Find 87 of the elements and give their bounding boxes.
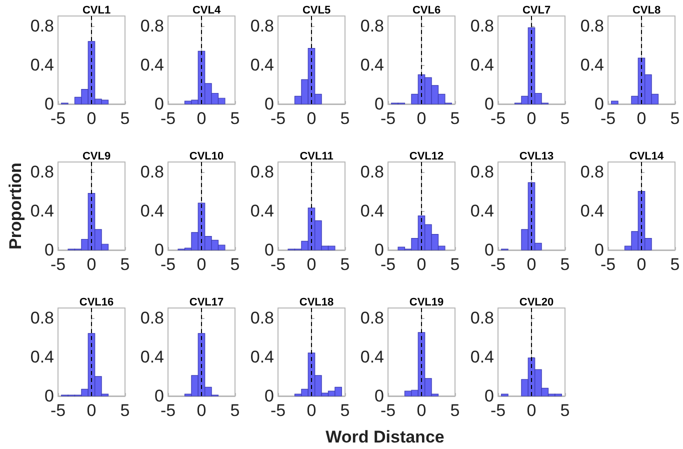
x-tick-label: 5 [340,401,350,420]
y-tick-label: 0.4 [470,201,494,220]
chart-title: CVL7 [522,4,551,16]
x-tick-label: 5 [670,109,680,128]
x-tick-label: 0 [526,401,536,420]
x-tick-label: 5 [450,255,460,274]
x-axis-title: Word Distance [326,428,444,446]
x-tick-label: 5 [120,109,130,128]
y-tick-label: 0.8 [470,308,494,328]
chart-title: CVL19 [409,296,444,308]
y-tick-label: 0.8 [250,162,274,182]
chart-title: CVL1 [82,4,111,16]
y-tick-label: 0.8 [580,162,604,182]
y-tick-label: 0.4 [360,55,384,74]
y-tick-label: 0.4 [140,201,164,220]
x-tick-label: 0 [306,255,316,274]
x-tick-label: 0 [306,401,316,420]
x-tick-label: 5 [450,109,460,128]
y-tick-label: 0.8 [140,308,164,328]
x-tick-label: 5 [560,401,570,420]
chart-title: CVL5 [302,4,331,16]
chart-title: CVL10 [189,150,224,162]
y-tick-label: 0.8 [30,308,54,328]
x-tick-label: 0 [306,109,316,128]
x-tick-label: 5 [120,255,130,274]
y-tick-label: 0.8 [360,308,384,328]
y-tick-label: 0.8 [30,162,54,182]
y-tick-label: 0.4 [30,55,54,74]
x-tick-label: 5 [670,255,680,274]
y-tick-label: 0.4 [470,347,494,366]
y-tick-label: 0.8 [580,16,604,36]
y-tick-label: 0.4 [140,347,164,366]
y-tick-label: 0.4 [30,347,54,366]
y-tick-label: 0.4 [360,201,384,220]
y-tick-label: 0.4 [580,55,604,74]
chart-title: CVL13 [519,150,554,162]
x-tick-label: 0 [416,401,426,420]
x-tick-label: 0 [636,109,646,128]
y-tick-label: 0.4 [140,55,164,74]
x-tick-label: 0 [416,255,426,274]
chart-title: CVL6 [412,4,441,16]
x-tick-label: 0 [196,401,206,420]
x-tick-label: 0 [86,109,96,128]
y-axis-title: Proportion [6,162,25,250]
chart-title: CVL17 [189,296,224,308]
chart-title: CVL9 [82,150,111,162]
y-tick-label: 0.8 [140,162,164,182]
y-tick-label: 0.4 [360,347,384,366]
x-tick-label: 0 [636,255,646,274]
chart-title: CVL8 [632,4,661,16]
chart-title: CVL20 [519,296,554,308]
chart-title: CVL12 [409,150,444,162]
x-tick-label: 5 [340,109,350,128]
chart-title: CVL16 [79,296,114,308]
chart-title: CVL18 [299,296,334,308]
y-tick-label: 0.4 [580,201,604,220]
x-tick-label: 5 [230,109,240,128]
y-tick-label: 0.8 [250,16,274,36]
x-tick-label: 0 [196,255,206,274]
y-tick-label: 0.8 [470,162,494,182]
y-tick-label: 0.8 [140,16,164,36]
x-tick-label: 0 [196,109,206,128]
x-tick-label: 5 [560,255,570,274]
x-tick-label: 5 [450,401,460,420]
chart-title: CVL11 [300,150,334,162]
x-tick-label: 5 [560,109,570,128]
y-tick-label: 0.8 [360,16,384,36]
x-tick-label: 0 [86,255,96,274]
x-tick-label: 0 [526,255,536,274]
y-tick-label: 0.8 [30,16,54,36]
y-tick-label: 0.8 [250,308,274,328]
x-tick-label: 5 [340,255,350,274]
y-tick-label: 0.4 [470,55,494,74]
chart-title: CVL14 [629,150,664,162]
y-tick-label: 0.4 [30,201,54,220]
x-tick-label: 5 [230,255,240,274]
x-tick-label: 0 [526,109,536,128]
y-tick-label: 0.8 [470,16,494,36]
y-tick-label: 0.4 [250,55,274,74]
y-tick-label: 0.8 [360,162,384,182]
x-tick-label: 5 [120,401,130,420]
chart-title: CVL4 [192,4,222,16]
x-tick-label: 0 [86,401,96,420]
y-tick-label: 0.4 [250,201,274,220]
y-tick-label: 0.4 [250,347,274,366]
x-tick-label: 0 [416,109,426,128]
x-tick-label: 5 [230,401,240,420]
